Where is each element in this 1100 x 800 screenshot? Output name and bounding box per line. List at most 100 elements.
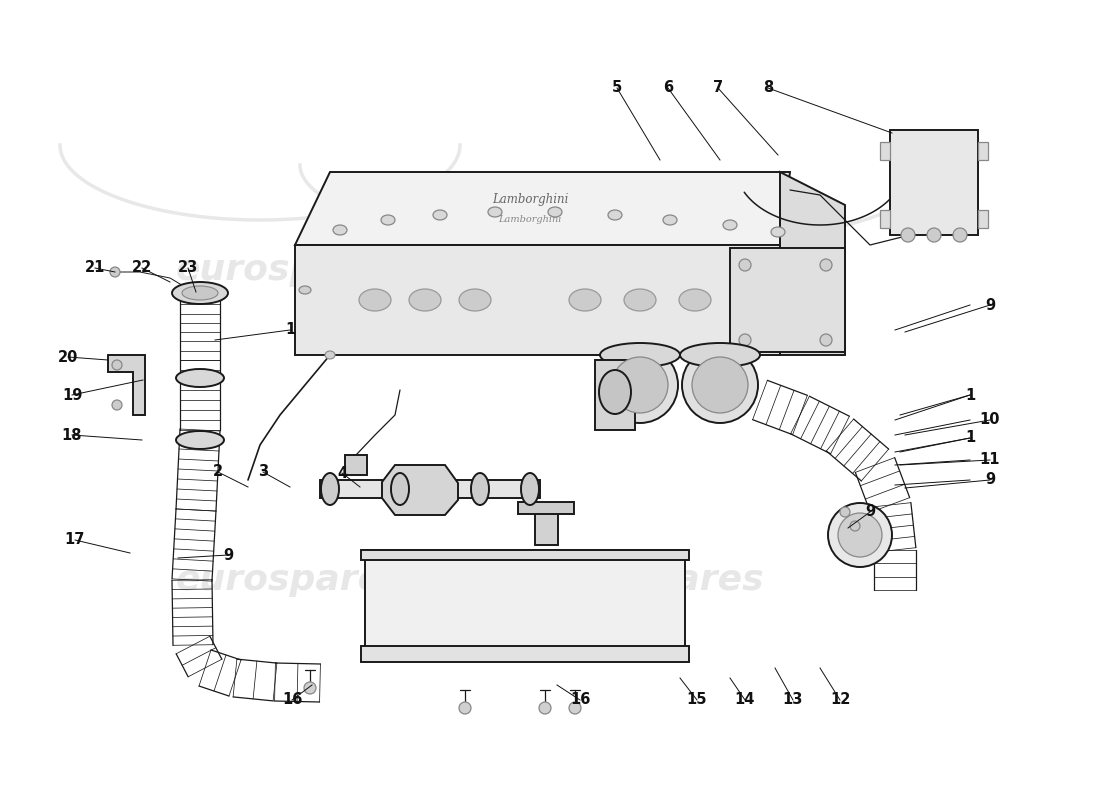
- Ellipse shape: [771, 227, 785, 237]
- Bar: [978, 210, 988, 228]
- Polygon shape: [295, 245, 780, 355]
- Bar: [365, 550, 685, 660]
- Ellipse shape: [820, 259, 832, 271]
- Polygon shape: [595, 360, 635, 430]
- Ellipse shape: [304, 682, 316, 694]
- Text: 1: 1: [965, 430, 975, 446]
- Ellipse shape: [569, 289, 601, 311]
- Text: 3: 3: [257, 465, 268, 479]
- Ellipse shape: [409, 289, 441, 311]
- Ellipse shape: [569, 702, 581, 714]
- Polygon shape: [730, 248, 845, 352]
- Bar: [890, 130, 978, 235]
- Text: 16: 16: [570, 693, 591, 707]
- Ellipse shape: [172, 282, 228, 304]
- Ellipse shape: [521, 473, 539, 505]
- Text: 17: 17: [65, 533, 85, 547]
- Bar: [345, 455, 367, 475]
- Ellipse shape: [602, 347, 678, 423]
- Bar: [978, 142, 988, 160]
- Bar: [361, 550, 689, 560]
- Text: 12: 12: [829, 693, 850, 707]
- Ellipse shape: [182, 286, 218, 300]
- Ellipse shape: [608, 210, 622, 220]
- Ellipse shape: [612, 357, 668, 413]
- Ellipse shape: [850, 521, 860, 531]
- Text: Lamborghini: Lamborghini: [498, 215, 562, 225]
- Ellipse shape: [901, 228, 915, 242]
- Bar: [320, 480, 540, 498]
- Ellipse shape: [820, 334, 832, 346]
- Text: Lamborghini: Lamborghini: [492, 194, 569, 206]
- Ellipse shape: [679, 289, 711, 311]
- Ellipse shape: [324, 351, 336, 359]
- Ellipse shape: [600, 343, 680, 367]
- Bar: [361, 646, 689, 662]
- Ellipse shape: [692, 357, 748, 413]
- Text: 23: 23: [178, 261, 198, 275]
- Text: 16: 16: [282, 693, 303, 707]
- Text: 13: 13: [783, 693, 803, 707]
- Ellipse shape: [299, 286, 311, 294]
- Text: 6: 6: [663, 81, 673, 95]
- Text: 1: 1: [965, 387, 975, 402]
- Text: eurospares: eurospares: [536, 563, 764, 597]
- Text: 10: 10: [980, 413, 1000, 427]
- Ellipse shape: [739, 259, 751, 271]
- Ellipse shape: [663, 215, 676, 225]
- Ellipse shape: [682, 347, 758, 423]
- Text: 20: 20: [58, 350, 78, 365]
- Text: 7: 7: [713, 81, 723, 95]
- Ellipse shape: [680, 343, 760, 367]
- Text: 5: 5: [612, 81, 623, 95]
- Text: 15: 15: [686, 693, 707, 707]
- Ellipse shape: [953, 228, 967, 242]
- Ellipse shape: [739, 334, 751, 346]
- Ellipse shape: [112, 400, 122, 410]
- Ellipse shape: [539, 702, 551, 714]
- Text: 19: 19: [62, 387, 82, 402]
- Bar: [518, 502, 574, 514]
- Text: eurospares: eurospares: [176, 563, 405, 597]
- Polygon shape: [382, 465, 458, 515]
- Text: 22: 22: [132, 261, 152, 275]
- Text: 21: 21: [85, 261, 106, 275]
- Ellipse shape: [110, 267, 120, 277]
- Text: 8: 8: [763, 81, 773, 95]
- Ellipse shape: [828, 503, 892, 567]
- Text: 11: 11: [980, 453, 1000, 467]
- Ellipse shape: [548, 207, 562, 217]
- Ellipse shape: [359, 289, 390, 311]
- Ellipse shape: [112, 360, 122, 370]
- Text: 4: 4: [337, 466, 348, 481]
- Text: 9: 9: [223, 547, 233, 562]
- Polygon shape: [295, 172, 790, 245]
- Ellipse shape: [381, 215, 395, 225]
- Polygon shape: [780, 172, 845, 355]
- Ellipse shape: [459, 702, 471, 714]
- Ellipse shape: [723, 220, 737, 230]
- Text: 2: 2: [213, 465, 223, 479]
- Ellipse shape: [176, 369, 224, 387]
- Ellipse shape: [321, 473, 339, 505]
- Text: 9: 9: [865, 505, 876, 519]
- Ellipse shape: [459, 289, 491, 311]
- Bar: [880, 210, 890, 228]
- Ellipse shape: [488, 207, 502, 217]
- Ellipse shape: [600, 370, 631, 414]
- Ellipse shape: [840, 507, 850, 517]
- Ellipse shape: [333, 225, 346, 235]
- Ellipse shape: [927, 228, 940, 242]
- Text: 14: 14: [735, 693, 756, 707]
- Text: 1: 1: [285, 322, 295, 338]
- Text: 9: 9: [984, 473, 996, 487]
- Ellipse shape: [176, 431, 224, 449]
- Ellipse shape: [838, 513, 882, 557]
- Ellipse shape: [471, 473, 490, 505]
- Text: 18: 18: [62, 427, 82, 442]
- Text: eurospares: eurospares: [176, 253, 405, 287]
- Ellipse shape: [433, 210, 447, 220]
- Text: 9: 9: [984, 298, 996, 313]
- Bar: [880, 142, 890, 160]
- Ellipse shape: [624, 289, 656, 311]
